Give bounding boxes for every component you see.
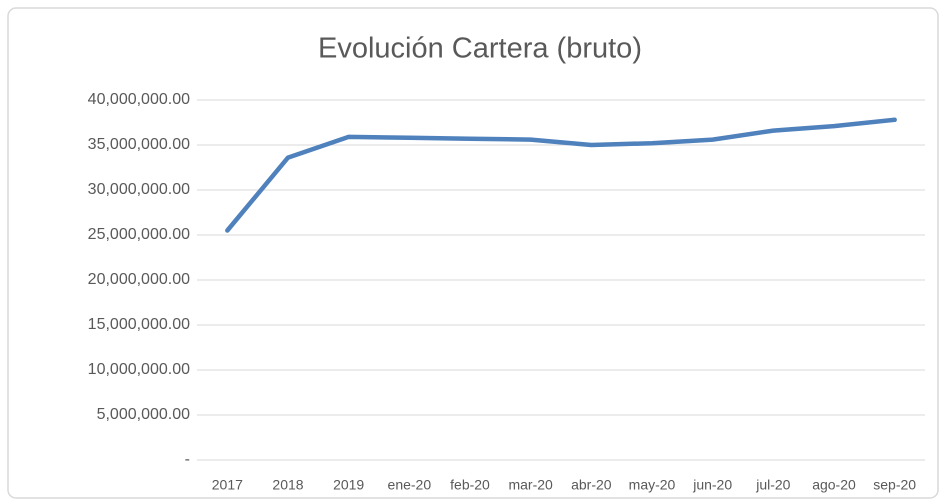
x-tick-label: may-20 — [629, 477, 676, 493]
y-tick-label: - — [185, 451, 190, 468]
y-tick-label: 20,000,000.00 — [88, 271, 190, 288]
x-tick-label: 2018 — [272, 477, 303, 493]
y-tick-label: 5,000,000.00 — [97, 406, 191, 423]
data-line — [225, 117, 897, 233]
y-tick-label: 25,000,000.00 — [88, 226, 190, 243]
x-tick-label: mar-20 — [508, 477, 553, 493]
y-tick-label: 35,000,000.00 — [88, 136, 190, 153]
y-tick-label: 15,000,000.00 — [88, 316, 190, 333]
x-tick-label: 2017 — [212, 477, 243, 493]
x-tick-label: abr-20 — [571, 477, 612, 493]
x-tick-label: 2019 — [333, 477, 364, 493]
x-tick-label: jul-20 — [755, 477, 790, 493]
chart-border — [7, 7, 939, 499]
y-tick-label: 30,000,000.00 — [88, 181, 190, 198]
y-tick-label: 10,000,000.00 — [88, 361, 190, 378]
x-tick-label: jun-20 — [692, 477, 732, 493]
chart-title: Evolución Cartera (bruto) — [318, 33, 642, 65]
x-tick-label: sep-20 — [873, 477, 916, 493]
y-tick-label: 40,000,000.00 — [88, 91, 190, 108]
x-tick-label: ene-20 — [388, 477, 432, 493]
x-tick-label: ago-20 — [812, 477, 856, 493]
x-tick-label: feb-20 — [450, 477, 490, 493]
